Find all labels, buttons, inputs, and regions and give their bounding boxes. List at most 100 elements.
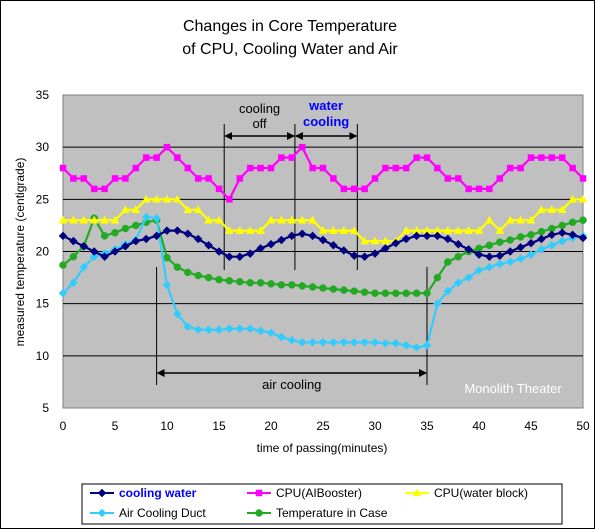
data-point <box>516 233 525 241</box>
data-point <box>422 341 432 350</box>
data-point <box>97 488 107 498</box>
data-point <box>287 231 297 241</box>
data-point <box>402 164 410 172</box>
data-point <box>277 235 286 245</box>
series-cpu-aibooster <box>59 143 587 203</box>
data-point <box>537 227 546 236</box>
legend-item-cpu-aibooster: CPU(AIBooster) <box>247 486 362 500</box>
data-point <box>547 205 557 214</box>
data-point <box>278 154 285 161</box>
data-point <box>412 488 422 497</box>
watermark-text: Monolith Theater <box>464 381 562 396</box>
data-point <box>79 215 89 224</box>
y-axis-label: measured temperature (centigrade) <box>13 158 27 347</box>
data-point <box>288 154 296 161</box>
data-point <box>370 337 380 347</box>
data-point <box>391 338 401 348</box>
y-tick-label: 15 <box>36 297 50 311</box>
data-point <box>111 228 119 237</box>
data-point <box>537 245 546 254</box>
data-point <box>444 175 452 182</box>
data-point <box>298 143 306 151</box>
data-point <box>163 143 171 151</box>
chart-title-line-2: of CPU, Cooling Water and Air <box>182 41 398 58</box>
data-point <box>496 175 504 182</box>
data-point <box>453 278 463 288</box>
data-point <box>214 247 224 256</box>
data-point <box>193 234 203 244</box>
x-tick-label: 40 <box>472 419 486 433</box>
data-point <box>69 252 78 261</box>
data-point <box>339 246 349 255</box>
data-point <box>288 281 296 289</box>
data-point <box>308 283 317 291</box>
data-point <box>486 185 493 193</box>
data-point <box>392 164 400 172</box>
data-point <box>256 326 265 336</box>
data-point <box>183 205 193 214</box>
y-tick-label: 35 <box>36 88 50 102</box>
data-point <box>381 244 390 253</box>
data-point <box>89 247 99 256</box>
data-point <box>412 343 421 352</box>
data-point <box>184 164 192 172</box>
data-point <box>579 216 587 224</box>
data-point <box>475 185 483 193</box>
data-point <box>276 215 286 224</box>
y-tick-label: 5 <box>42 401 49 415</box>
data-point <box>536 205 546 214</box>
data-point <box>110 215 120 224</box>
cooling-off-label: cooling <box>239 101 280 116</box>
data-point <box>370 249 380 258</box>
data-point <box>205 175 212 182</box>
data-point <box>557 228 567 238</box>
data-point <box>172 194 182 203</box>
data-point <box>235 252 245 262</box>
data-point <box>360 236 370 245</box>
series-air-cooling-duct <box>58 212 588 352</box>
data-point <box>412 231 421 241</box>
data-point <box>538 154 545 161</box>
data-point <box>214 325 224 335</box>
data-point <box>132 164 140 172</box>
data-point <box>506 236 514 244</box>
data-point <box>433 299 442 309</box>
data-point <box>485 262 494 272</box>
data-point <box>401 226 411 234</box>
data-point <box>58 288 68 298</box>
data-point <box>184 268 192 277</box>
data-point <box>401 234 411 244</box>
data-point <box>516 242 525 252</box>
water-cooling-label: cooling <box>303 114 349 129</box>
data-point <box>225 252 234 262</box>
x-tick-label: 50 <box>576 419 590 433</box>
data-point <box>318 235 328 245</box>
data-point <box>245 249 255 258</box>
data-point <box>162 194 172 203</box>
cooling-off-label: off <box>252 116 267 131</box>
data-point <box>173 309 182 319</box>
data-point <box>277 281 286 289</box>
data-point <box>246 279 254 287</box>
legend-item-temperature-in-case: Temperature in Case <box>247 506 388 520</box>
data-point <box>527 231 535 239</box>
legend-box <box>81 483 563 525</box>
data-point <box>298 282 306 290</box>
data-point <box>474 250 484 259</box>
data-point <box>152 231 161 241</box>
data-point <box>360 337 369 347</box>
data-point <box>101 185 108 193</box>
data-point <box>526 250 536 259</box>
data-point <box>214 215 224 224</box>
data-point <box>194 175 202 182</box>
data-point <box>526 215 536 224</box>
data-point <box>505 215 515 224</box>
data-point <box>100 252 109 262</box>
data-point <box>328 226 338 234</box>
data-point <box>413 154 420 161</box>
data-point <box>517 164 524 172</box>
data-point <box>527 154 535 161</box>
data-point <box>537 234 546 244</box>
data-point <box>578 233 588 243</box>
